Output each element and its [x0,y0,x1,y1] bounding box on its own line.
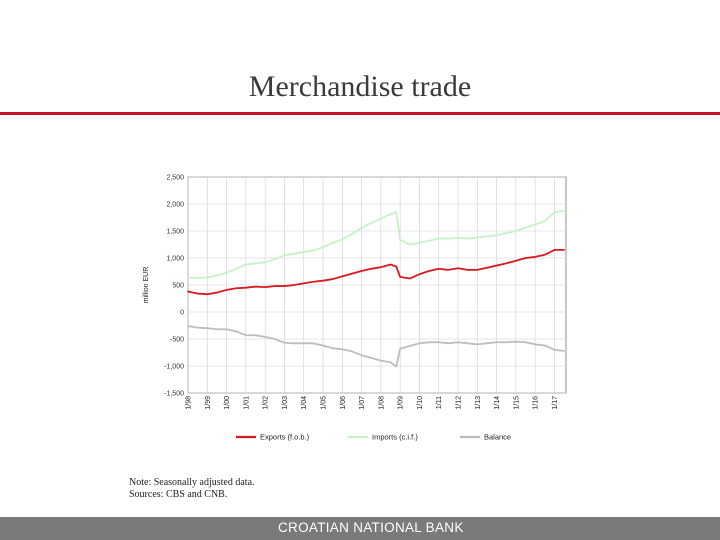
x-tick-label: 1/03 [282,396,289,410]
x-tick-label: 1/04 [301,396,308,410]
legend-label-2: Imports (c.i.f.) [372,433,418,442]
series-line-3 [187,325,565,368]
y-tick-label: -1,000 [164,364,184,371]
slide-title: Merchandise trade [248,70,472,103]
y-tick-label: 2,000 [166,202,184,209]
x-tick-label: 1/02 [263,396,270,410]
x-tick-label: 1/00 [224,396,231,410]
series-layer [187,210,565,368]
y-tick-label: 0 [180,310,184,317]
x-tick-label: 1/98 [186,396,193,410]
x-tick-label: 1/07 [359,396,366,410]
y-tick-label: 1,000 [166,256,184,263]
y-axis-label: million EUR [143,267,150,304]
x-tick-label: 1/05 [321,396,328,410]
x-tick-label: 1/15 [513,396,520,410]
x-tick-label: 1/16 [533,396,540,410]
note-text: Note: Seasonally adjusted data. [129,477,255,488]
series-line-2 [187,210,565,279]
x-tick-labels: 1/98 1/99 1/00 1/01 1/02 1/03 1/04 1/05 1/06 1/07… [186,396,559,410]
footer-bar: CROATIAN NATIONAL BANK [0,517,720,540]
y-tick-label: -1,500 [164,391,184,398]
x-tick-label: 1/99 [205,396,212,410]
legend-label-3: Balance [484,433,511,442]
x-tick-label: 1/11 [436,396,443,409]
title-rule [0,112,720,115]
y-tick-label: -500 [170,337,184,344]
y-tick-label: 500 [172,283,184,290]
footer-text: CROATIAN NATIONAL BANK [278,520,464,535]
x-tick-label: 1/14 [494,396,501,410]
series-line-1 [187,249,565,296]
x-tick-label: 1/08 [378,396,385,410]
merchandise-trade-chart: 2,500 2,000 1,500 1,000 500 0 -500 -1,000 -1,500… [143,175,567,442]
x-tick-label: 1/17 [552,396,559,410]
legend-label-1: Exports (f.o.b.) [260,433,310,442]
y-tick-labels: 2,500 2,000 1,500 1,000 500 0 -500 -1,000 -1,500 [164,175,184,398]
grid-layer [187,176,567,394]
legend: Exports (f.o.b.) Imports (c.i.f.) Balance [236,433,511,442]
x-tick-label: 1/06 [340,396,347,410]
x-tick-label: 1/09 [398,396,405,410]
notes: Note: Seasonally adjusted data. Sources:… [129,477,255,501]
x-tick-label: 1/01 [243,396,250,410]
y-tick-label: 2,500 [166,175,184,182]
y-tick-label: 1,500 [166,229,184,236]
x-tick-label: 1/10 [417,396,424,410]
sources-text: Sources: CBS and CNB. [129,489,228,500]
x-tick-label: 1/12 [456,396,463,410]
x-tick-label: 1/13 [475,396,482,410]
